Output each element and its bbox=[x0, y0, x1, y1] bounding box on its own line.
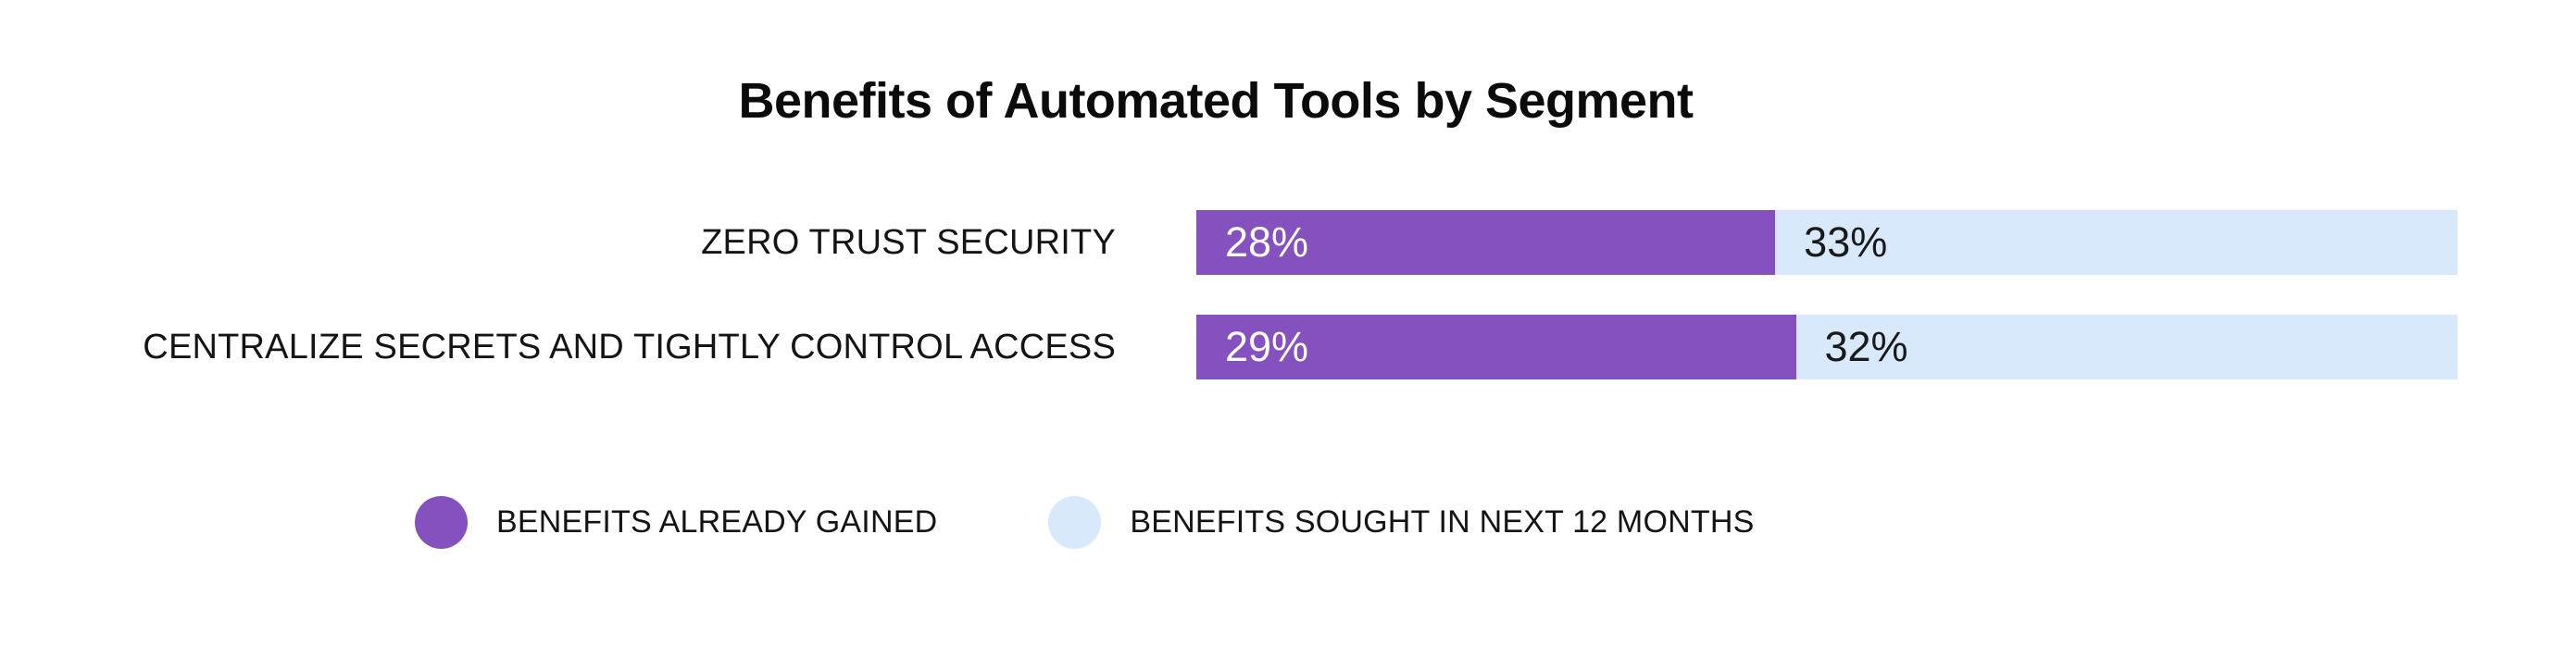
legend-item-gained: BENEFITS ALREADY GAINED bbox=[415, 496, 937, 549]
legend-swatch-sought-icon bbox=[1048, 496, 1102, 549]
chart-title: Benefits of Automated Tools by Segment bbox=[738, 73, 1694, 129]
bar-track: 28% 33% bbox=[1196, 210, 2457, 275]
legend: BENEFITS ALREADY GAINED BENEFITS SOUGHT … bbox=[415, 496, 1754, 549]
bar-row-centralize-secrets: CENTRALIZE SECRETS AND TIGHTLY CONTROL A… bbox=[0, 315, 2576, 379]
legend-swatch-gained-icon bbox=[415, 496, 468, 549]
legend-label-gained: BENEFITS ALREADY GAINED bbox=[496, 504, 938, 540]
value-label-gained: 29% bbox=[1225, 323, 1309, 370]
bar-row-zero-trust: ZERO TRUST SECURITY 28% 33% bbox=[0, 210, 2576, 275]
bar-segment-gained: 29% bbox=[1196, 315, 1796, 379]
legend-item-sought: BENEFITS SOUGHT IN NEXT 12 MONTHS bbox=[1048, 496, 1754, 549]
category-label-zero-trust: ZERO TRUST SECURITY bbox=[701, 222, 1116, 262]
value-label-gained: 28% bbox=[1225, 218, 1309, 266]
value-label-sought: 33% bbox=[1804, 218, 1888, 266]
bar-segment-sought: 33% bbox=[1775, 210, 2457, 275]
category-label-centralize-secrets: CENTRALIZE SECRETS AND TIGHTLY CONTROL A… bbox=[143, 327, 1116, 366]
legend-label-sought: BENEFITS SOUGHT IN NEXT 12 MONTHS bbox=[1130, 504, 1755, 540]
bar-segment-gained: 28% bbox=[1196, 210, 1776, 275]
bar-track: 29% 32% bbox=[1196, 315, 2457, 379]
value-label-sought: 32% bbox=[1824, 323, 1908, 370]
bar-segment-sought: 32% bbox=[1795, 315, 2457, 379]
